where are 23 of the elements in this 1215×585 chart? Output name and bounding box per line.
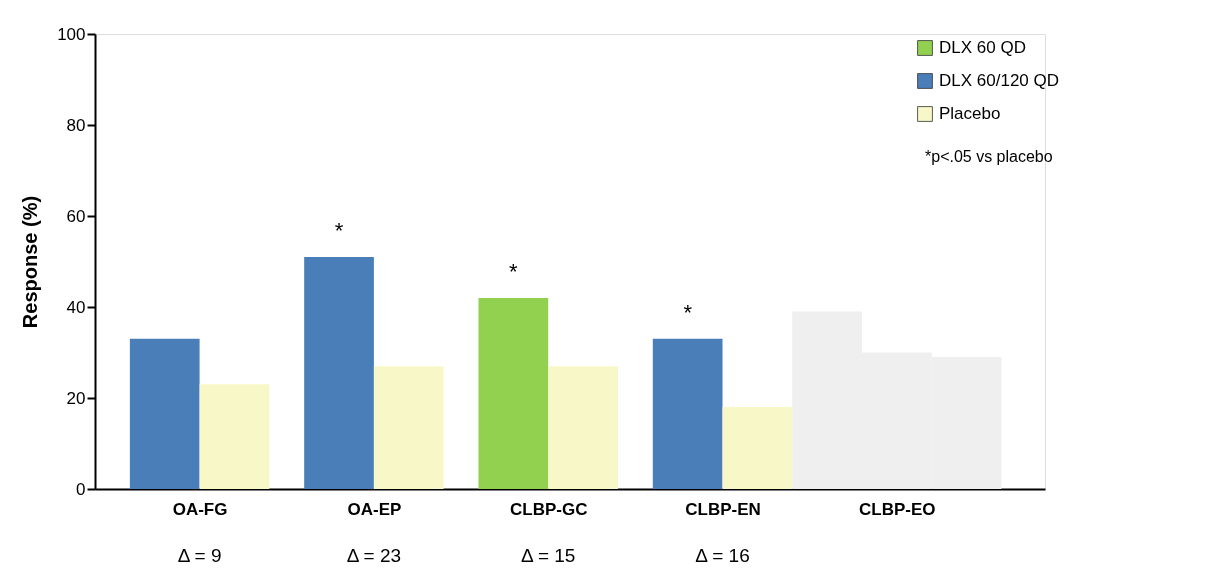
- text: Δ = 23: [346, 545, 402, 566]
- y-tick-label: 60: [66, 206, 86, 226]
- y-tick-label: 0: [76, 479, 86, 499]
- y-tick-label: 80: [66, 115, 86, 135]
- legend-label: DLX 60 QD: [939, 38, 1026, 57]
- legend-label: DLX 60/120 QD: [939, 71, 1060, 90]
- y-axis-title: Response (%): [19, 195, 42, 329]
- annotation: *: [334, 217, 344, 243]
- text: Δ = 9: [177, 545, 222, 566]
- legend-label: Placebo: [939, 104, 1001, 123]
- x-tick-label: CLBP-EN: [685, 499, 761, 519]
- x-tick-label: CLBP-GC: [509, 499, 588, 519]
- annotation: *: [683, 299, 693, 325]
- annotation: *: [509, 258, 519, 284]
- x-tick-label: OA-EP: [347, 499, 402, 519]
- x-tick-label: CLBP-EO: [859, 499, 936, 519]
- annotation: *p<.05 vs placebo: [925, 148, 1053, 165]
- x-tick-label: OA-FG: [172, 499, 228, 519]
- y-tick-label: 40: [66, 297, 86, 317]
- text: Δ = 16: [695, 545, 750, 566]
- text: Δ = 15: [520, 545, 576, 566]
- y-tick-label: 20: [66, 388, 86, 408]
- y-tick-label: 100: [57, 24, 86, 44]
